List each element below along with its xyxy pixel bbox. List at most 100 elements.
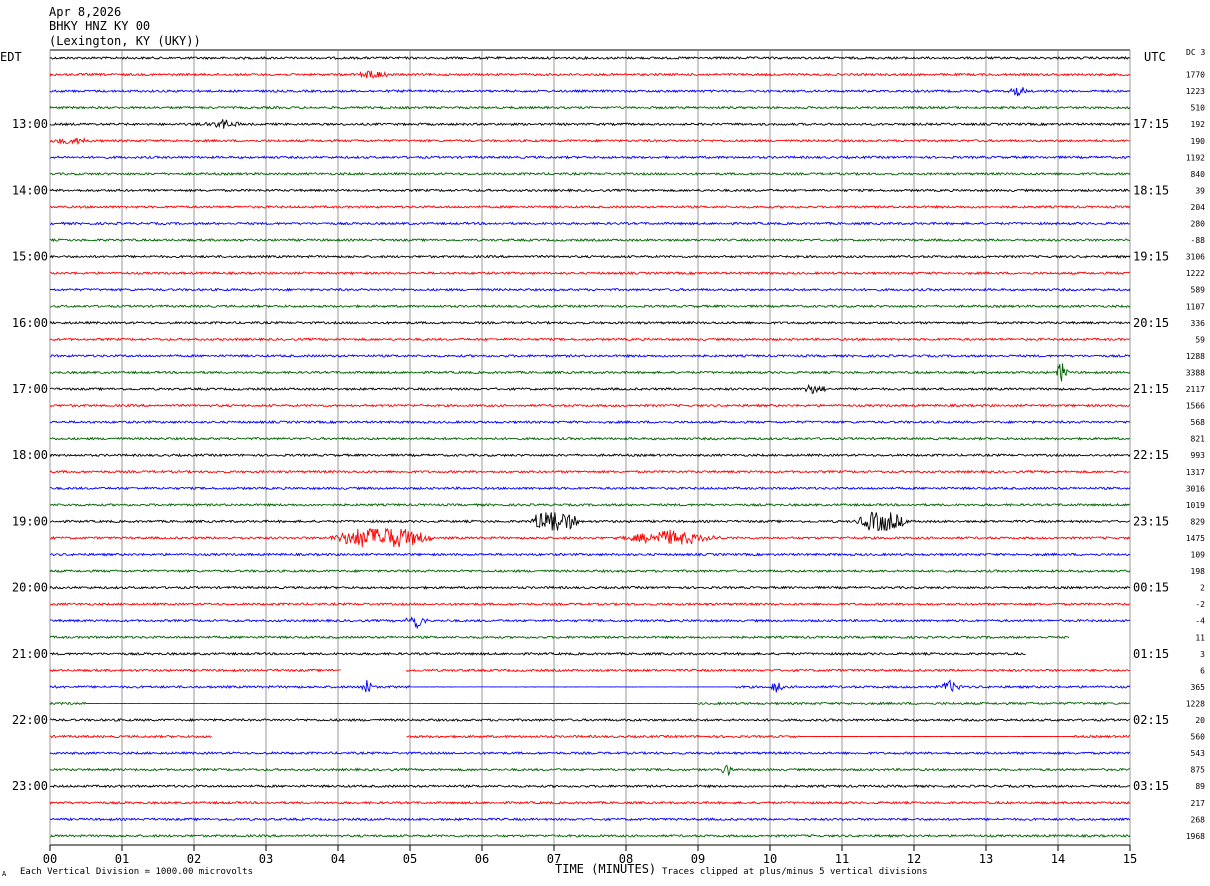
dc-offset-label: 280	[1191, 220, 1206, 229]
corner-mark: A	[2, 870, 7, 878]
dc-offset-label: 568	[1191, 418, 1206, 427]
dc-offset-label: 39	[1195, 186, 1205, 195]
x-tick-label: 02	[187, 852, 201, 866]
left-hour-label: 22:00	[12, 713, 48, 727]
trace-row	[49, 833, 1131, 838]
dc-offset-label: 993	[1191, 451, 1206, 460]
trace-row	[49, 337, 1131, 342]
left-hour-label: 16:00	[12, 316, 48, 330]
dc-offset-label: 1107	[1186, 302, 1205, 311]
trace-row	[50, 383, 1131, 394]
dc-offset-label: 1228	[1186, 699, 1205, 708]
right-hour-label: 02:15	[1133, 713, 1169, 727]
left-hour-label: 19:00	[12, 514, 48, 528]
dc-offset-label: 59	[1195, 335, 1205, 344]
trace-row	[49, 270, 1131, 276]
trace-row	[49, 254, 1131, 259]
dc-offset-label: 1192	[1186, 153, 1205, 162]
dc-offset-label: 336	[1191, 319, 1206, 328]
trace-row	[49, 353, 1131, 359]
scale-note: Each Vertical Division = 1000.00 microvo…	[20, 867, 253, 877]
trace-row	[49, 651, 1026, 657]
trace-row	[49, 171, 1131, 176]
trace-row	[49, 119, 1131, 129]
trace-row	[49, 105, 1131, 110]
dc-offset-label: 89	[1195, 782, 1205, 791]
dc-offset-label: 3106	[1186, 253, 1205, 262]
trace-row	[49, 469, 1130, 474]
trace-row	[49, 304, 1131, 309]
trace-row	[49, 221, 1130, 226]
x-tick-label: 14	[1051, 852, 1065, 866]
dc-offset-label: 3016	[1186, 484, 1205, 493]
trace-row	[49, 287, 1131, 292]
dc-offset-label: -2	[1195, 600, 1205, 609]
x-tick-label: 00	[43, 852, 57, 866]
left-hour-label: 18:00	[12, 448, 48, 462]
trace-row	[49, 750, 1131, 756]
dc-offset-label: 217	[1191, 799, 1206, 808]
trace-row	[49, 420, 1131, 425]
dc-offset-label: 840	[1191, 170, 1206, 179]
trace-row	[49, 204, 1131, 210]
clip-note: Traces clipped at plus/minus 5 vertical …	[662, 867, 928, 877]
trace-row	[49, 511, 1131, 532]
x-axis-label: TIME (MINUTES)	[555, 862, 657, 876]
dc-offset-label: 192	[1191, 120, 1206, 129]
trace-row	[49, 764, 1131, 777]
dc-offset-label: 6	[1200, 666, 1205, 675]
trace-row	[49, 784, 1131, 789]
right-hour-label: 23:15	[1133, 514, 1169, 528]
dc-offset-label: -88	[1191, 236, 1206, 245]
x-tick-label: 10	[763, 852, 777, 866]
x-tick-label: 03	[259, 852, 273, 866]
trace-row	[49, 403, 1131, 408]
dc-offset-label: 589	[1191, 286, 1206, 295]
station-label: BHKY HNZ KY 00	[49, 19, 151, 33]
dc-offset-label: 1222	[1186, 269, 1205, 278]
trace-row	[49, 436, 1131, 441]
x-tick-label: 05	[403, 852, 417, 866]
trace-row	[49, 70, 1131, 79]
trace-row	[49, 552, 1131, 557]
dc-offset-label: 1968	[1186, 832, 1205, 841]
dc-offset-label: 829	[1191, 517, 1206, 526]
dc-offset-label: 560	[1191, 733, 1206, 742]
trace-row	[49, 701, 1131, 706]
trace-row	[49, 568, 1131, 574]
right-hour-label: 00:15	[1133, 581, 1169, 595]
right-hour-label: 03:15	[1133, 779, 1169, 793]
dc-offset-label: 875	[1191, 766, 1206, 775]
x-tick-label: 09	[691, 852, 705, 866]
left-hour-label: 21:00	[12, 647, 48, 661]
trace-row	[49, 320, 1131, 325]
x-tick-label: 07	[547, 852, 561, 866]
trace-row	[49, 237, 1131, 243]
dc-offset-label: 365	[1191, 683, 1206, 692]
dc-offset-label: 2117	[1186, 385, 1205, 394]
dc-offset-label: 268	[1191, 815, 1206, 824]
dc-offset-label: 190	[1191, 137, 1206, 146]
right-hour-label: 17:15	[1133, 117, 1169, 131]
dc-header: DC 3	[1186, 48, 1205, 57]
left-hour-label: 14:00	[12, 183, 48, 197]
x-tick-label: 12	[907, 852, 921, 866]
dc-offset-label: 821	[1191, 435, 1206, 444]
right-hour-label: 01:15	[1133, 647, 1169, 661]
x-tick-label: 15	[1123, 852, 1137, 866]
trace-row	[49, 502, 1131, 507]
left-hour-label: 13:00	[12, 117, 48, 131]
dc-offset-label: 1317	[1186, 468, 1205, 477]
dc-top-value: 3	[1200, 48, 1206, 57]
dc-offset-label: 3	[1200, 650, 1205, 659]
left-hour-label: 17:00	[12, 382, 48, 396]
dc-offset-label: 1019	[1186, 501, 1205, 510]
dc-offset-label: 1223	[1186, 87, 1205, 96]
date-label: Apr 8,2026	[49, 5, 122, 19]
trace-row	[49, 800, 1131, 805]
dc-label: DC	[1186, 48, 1196, 57]
right-hour-label: 22:15	[1133, 448, 1169, 462]
right-hour-label: 18:15	[1133, 183, 1169, 197]
location-label: (Lexington, KY (UKY))	[49, 34, 201, 48]
trace-row	[49, 585, 1131, 590]
